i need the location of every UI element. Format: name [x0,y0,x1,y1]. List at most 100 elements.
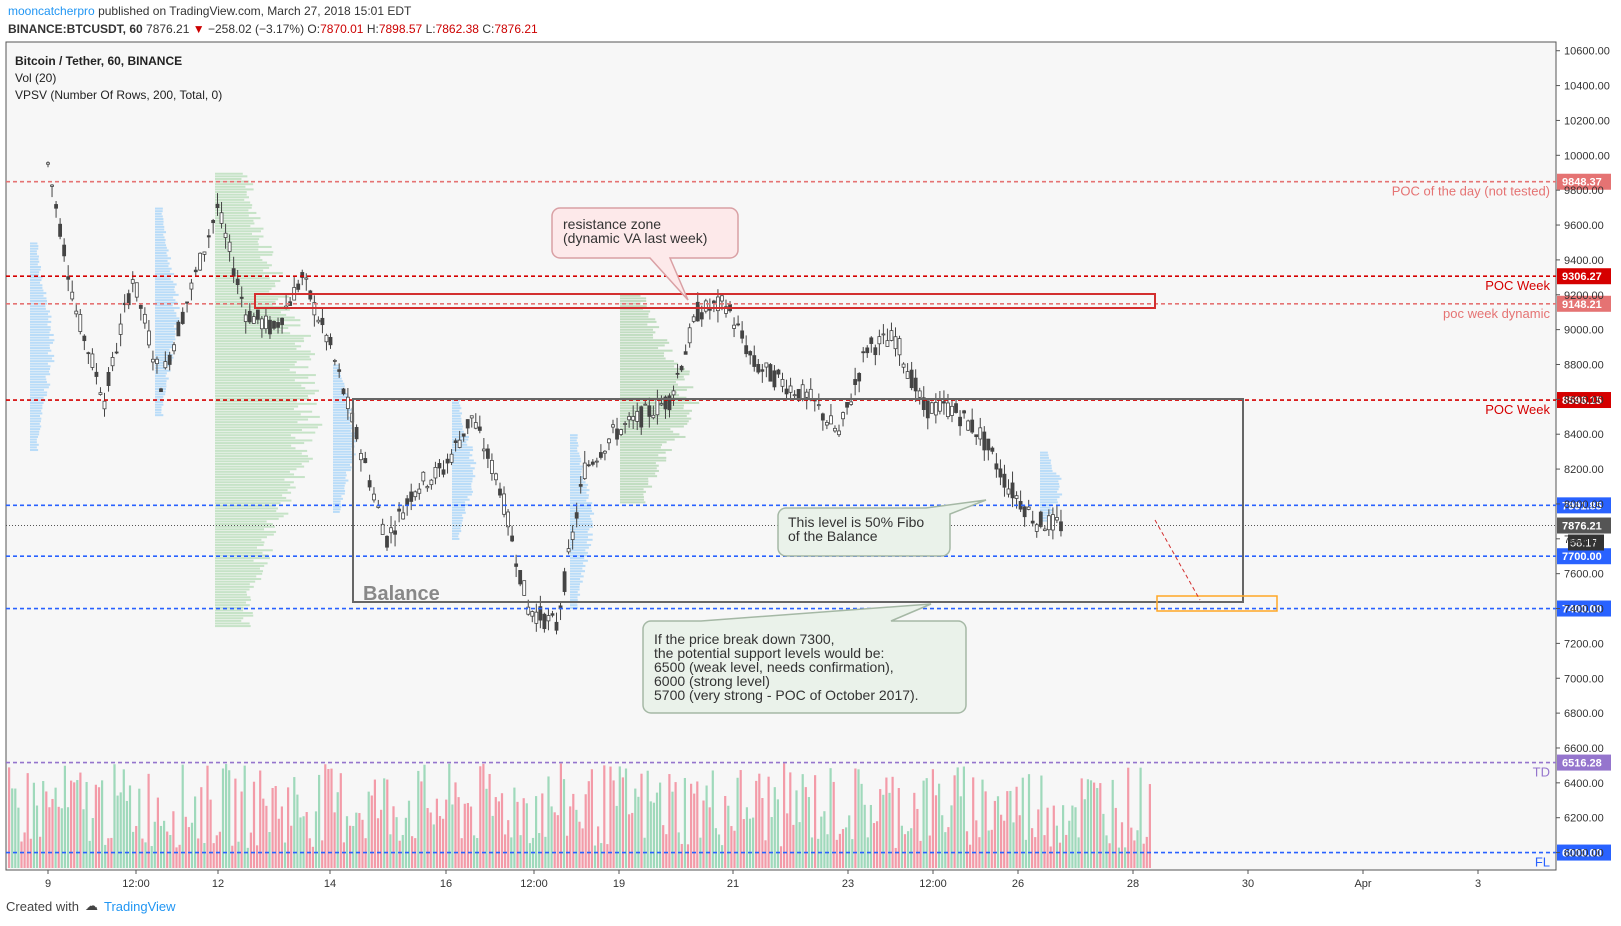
profile-row-blue [452,422,463,425]
annotation-resistance[interactable]: resistance zone (dynamic VA last week) [551,207,739,301]
profile-row-blue [333,458,353,461]
price-level-value: 6000.00 [1562,848,1602,860]
volume-bar [392,806,395,868]
profile-row-blue [30,265,42,268]
volume-bar [550,806,553,868]
volume-bar [14,788,17,868]
volume-bar [1133,840,1136,868]
candle-body [683,351,688,355]
profile-row-green [215,470,290,473]
profile-row-green [215,225,251,228]
profile-row-blue [452,456,470,459]
profile-row-blue [155,249,169,252]
profile-row-green [620,441,667,444]
candle-body [498,488,502,496]
candle-body [970,419,975,433]
volume-profiles [30,172,1063,628]
candle-body [457,439,462,448]
annotation-fibo[interactable]: This level is 50% Fibo of the Balance [777,499,987,557]
profile-row-blue [1040,480,1059,483]
volume-bar [349,825,352,868]
candle-body [603,450,607,454]
volume-bar [761,798,764,868]
volume-bar [367,791,370,868]
author-link[interactable]: mooncatcherpro [8,4,95,18]
volume-bar [178,844,181,868]
tradingview-link[interactable]: TradingView [103,898,176,914]
candle-body [873,347,878,356]
profile-row-blue [30,422,40,425]
annotation-line: the potential support levels would be: [654,645,884,661]
profile-row-blue [155,257,171,260]
profile-row-blue [30,263,38,266]
profile-row-green [215,606,244,609]
volume-bar [187,827,190,868]
volume-bar [252,781,256,868]
volume-bar [779,846,783,868]
profile-row-blue [452,535,459,538]
profile-row-blue [452,449,474,452]
profile-row-blue [155,393,166,396]
profile-row-green [215,397,309,400]
profile-row-green [215,381,315,384]
volume-bar [879,789,882,868]
profile-row-green [620,401,700,404]
volume-bar [748,818,752,868]
volume-bar [318,774,321,868]
candle-body [627,416,632,421]
profile-row-green [215,421,298,424]
candle-body [78,314,83,332]
x-tick-label: 16 [440,878,452,890]
candle-body [550,613,555,616]
volume-bar [981,779,984,868]
profile-row-green [215,256,261,259]
volume-bar [1071,805,1074,868]
volume-bar [73,782,76,868]
price-level-tag [1557,497,1611,514]
profile-row-blue [155,338,176,341]
profile-row-blue [155,340,174,343]
last-price: 7876.21 [146,22,190,36]
volume-bar [407,800,411,868]
volume-bar [1108,843,1111,868]
profile-row-blue [155,314,177,317]
volume-bar [1003,820,1006,868]
volume-bar [1096,788,1099,868]
volume-bar [556,815,559,868]
profile-row-green [620,328,654,331]
candle-body [167,354,172,365]
candle-body [425,486,430,489]
profile-row-blue [30,365,51,368]
profile-row-green [215,591,247,594]
profile-row-blue [570,585,580,588]
candle-body [526,606,531,615]
profile-row-blue [570,559,588,562]
candle-body [1030,520,1035,524]
profile-row-blue [155,293,179,296]
profile-row-blue [570,449,578,452]
profile-row-green [620,407,684,410]
candle-body [90,353,95,368]
profile-row-green [620,367,685,370]
candle-body [1026,506,1031,510]
candle-body [590,461,595,465]
price-level-note: POC of the day (not tested) [1392,184,1550,199]
annotation-support[interactable]: If the price break down 7300, the potenti… [642,603,967,714]
volume-bar [135,825,138,868]
profile-row-blue [333,374,341,377]
y-tick-label: 8000.00 [1564,499,1604,511]
candle-body [607,438,611,444]
profile-row-green [215,515,284,518]
high-label: H: [366,22,379,36]
profile-row-blue [570,496,589,499]
profile-row-blue [452,430,464,433]
volume-bar [758,773,761,868]
profile-row-green [215,188,254,191]
volume-bar [863,804,866,868]
candle-body [720,295,724,302]
profile-row-blue [452,514,463,517]
profile-row-blue [333,466,352,469]
profile-row-blue [30,446,37,449]
candle-body [796,388,801,400]
